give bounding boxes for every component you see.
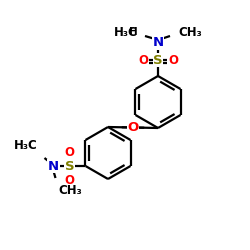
Text: O: O [168,54,178,66]
Text: CH₃: CH₃ [178,26,202,38]
Text: N: N [152,36,164,50]
Text: O: O [64,146,74,158]
Text: H₃C: H₃C [14,139,38,152]
Text: S: S [65,160,74,172]
Text: O: O [138,54,148,66]
Text: O: O [64,174,74,186]
Text: S: S [153,54,163,66]
Text: H: H [129,27,138,37]
Text: N: N [48,160,59,172]
Text: CH₃: CH₃ [58,184,82,197]
Text: O: O [128,121,138,134]
Text: H₃C: H₃C [114,26,138,38]
